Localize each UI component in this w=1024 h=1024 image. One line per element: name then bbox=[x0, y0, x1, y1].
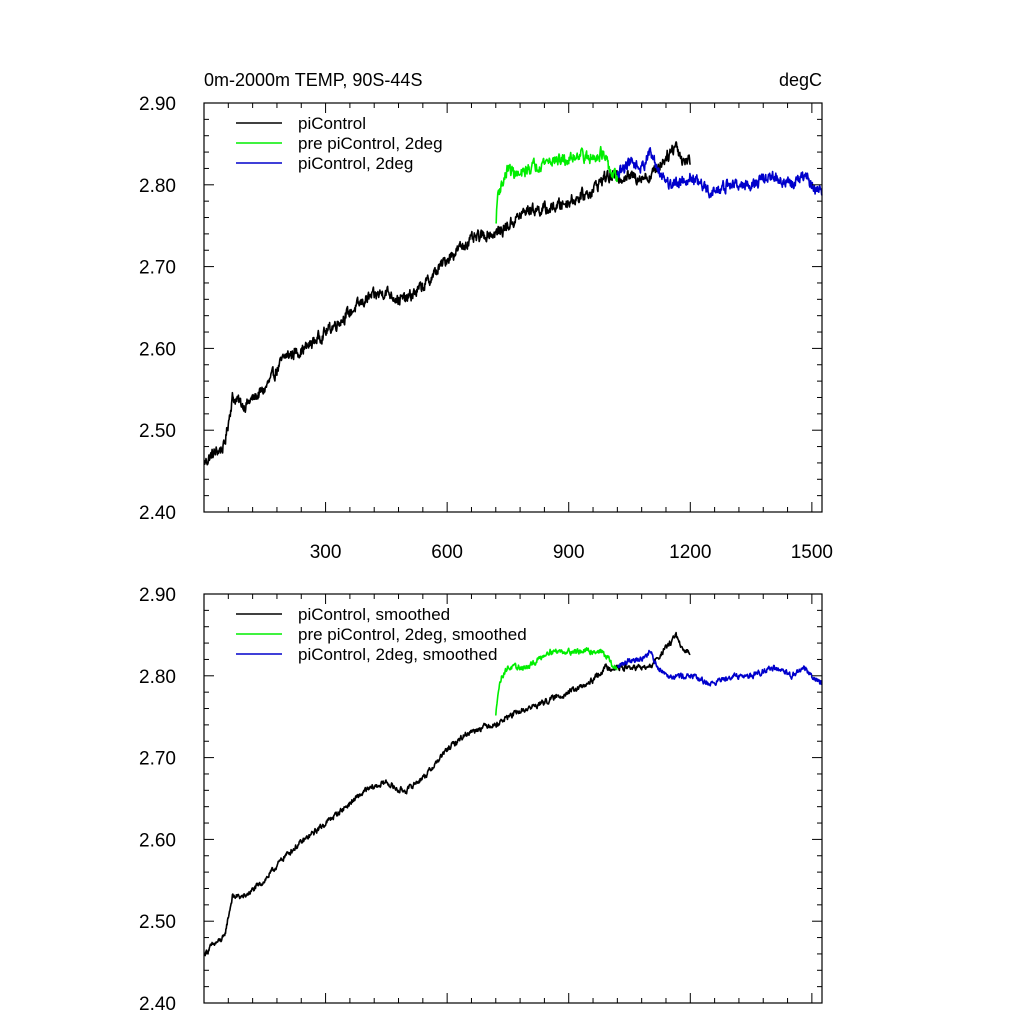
x-tick-label: 300 bbox=[310, 542, 342, 563]
y-tick-label: 2.50 bbox=[139, 421, 176, 442]
legend-label-2: pre piControl, 2deg bbox=[298, 134, 443, 153]
y-tick-label: 2.70 bbox=[139, 749, 176, 770]
y-tick-label: 2.40 bbox=[139, 503, 176, 524]
y-tick-label: 2.60 bbox=[139, 339, 176, 360]
x-tick-label: 1200 bbox=[669, 542, 711, 563]
plot-frame bbox=[203, 102, 823, 513]
panel-top: 2.40 2.50 2.60 2.70 2.80 2.90 300 600 900 1200 150… bbox=[139, 94, 833, 563]
figure-title: 0m-2000m TEMP, 90S-44S bbox=[204, 70, 422, 90]
series-line-1 bbox=[203, 631, 691, 957]
x-tick-label: 600 bbox=[431, 542, 463, 563]
y-tick-label: 2.50 bbox=[139, 912, 176, 933]
legend-label-2: pre piControl, 2deg, smoothed bbox=[298, 625, 527, 644]
x-tick-label: 900 bbox=[553, 542, 585, 563]
figure-units: degC bbox=[779, 70, 822, 90]
plot-frame bbox=[203, 593, 823, 1004]
x-tick-label: 1500 bbox=[791, 542, 833, 563]
y-tick-label: 2.90 bbox=[139, 94, 176, 115]
legend-label-3: piControl, 2deg, smoothed bbox=[298, 645, 497, 664]
y-tick-label: 2.90 bbox=[139, 585, 176, 606]
y-tick-label: 2.60 bbox=[139, 830, 176, 851]
legend-label-3: piControl, 2deg bbox=[298, 154, 413, 173]
y-tick-label: 2.40 bbox=[139, 994, 176, 1015]
series-line-2 bbox=[495, 647, 618, 716]
y-tick-label: 2.70 bbox=[139, 258, 176, 279]
series-line-1 bbox=[203, 141, 692, 466]
series-line-3 bbox=[616, 147, 823, 199]
legend-label-1: piControl bbox=[298, 114, 366, 133]
series-line-2 bbox=[495, 145, 619, 224]
legend-label-1: piControl, smoothed bbox=[298, 605, 450, 624]
y-tick-label: 2.80 bbox=[139, 176, 176, 197]
y-tick-label: 2.80 bbox=[139, 667, 176, 688]
series-line-3 bbox=[616, 649, 823, 687]
panel-bottom: 2.40 2.50 2.60 2.70 2.80 2.90 piControl, smoot… bbox=[139, 585, 823, 1015]
